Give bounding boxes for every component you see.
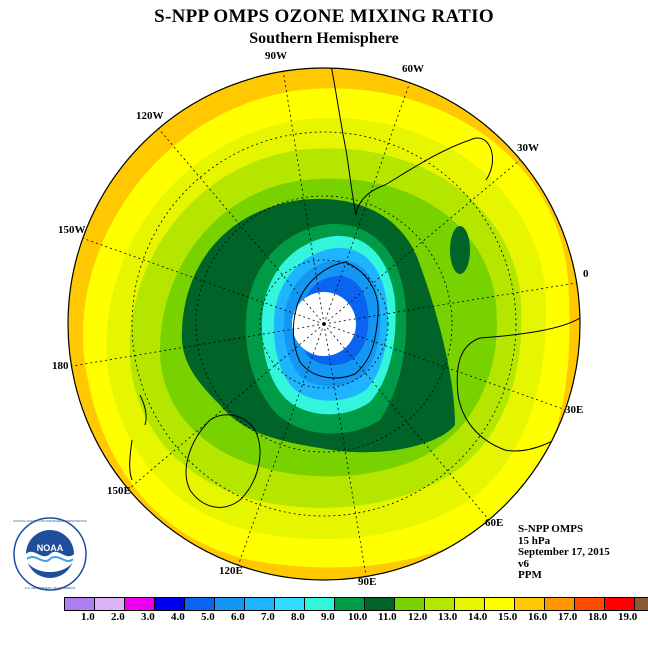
product-info: S-NPP OMPS 15 hPa September 17, 2015 v6 …: [518, 523, 610, 582]
legend-tick-label: 14.0: [468, 611, 488, 623]
legend-tick-label: 18.0: [588, 611, 608, 623]
logo-ring-text: NATIONAL OCEANIC AND ATMOSPHERIC ADMINIS…: [13, 519, 86, 523]
africa-coastline: [456, 317, 580, 452]
legend-swatch: [635, 598, 648, 610]
data-version: v6: [518, 557, 529, 570]
legend-tick-label: 6.0: [231, 611, 245, 623]
legend-swatch: [605, 598, 635, 610]
legend-swatch: [575, 598, 605, 610]
legend-tick-label: 12.0: [408, 611, 428, 623]
meridians: [71, 69, 577, 577]
legend-swatch: [395, 598, 425, 610]
legend-swatch: [215, 598, 245, 610]
legend-tick-label: 11.0: [378, 611, 397, 623]
map-border: [67, 67, 581, 581]
units-label: PPM: [518, 569, 542, 581]
lon-label-60w: 60W: [402, 63, 424, 75]
logo-text: NOAA: [37, 543, 64, 553]
band-10-11-patch: [450, 226, 470, 274]
legend-swatch: [335, 598, 365, 610]
legend-swatch: [485, 598, 515, 610]
legend-swatch: [245, 598, 275, 610]
legend-tick-label: 9.0: [321, 611, 335, 623]
legend-tick-label: 4.0: [171, 611, 185, 623]
instrument-name: S-NPP OMPS: [518, 523, 584, 535]
legend-swatch: [515, 598, 545, 610]
legend-swatch: [125, 598, 155, 610]
logo-bottom-text: U.S. DEPARTMENT OF COMMERCE: [25, 586, 76, 590]
legend-tick-label: 5.0: [201, 611, 215, 623]
lon-label-60e: 60E: [485, 517, 504, 529]
lon-label-90e: 90E: [358, 576, 377, 588]
legend-swatch: [545, 598, 575, 610]
legend-tick-label: 1.0: [81, 611, 95, 623]
legend-swatch: [185, 598, 215, 610]
lon-label-150w: 150W: [58, 224, 86, 236]
legend-swatch: [155, 598, 185, 610]
noaa-logo: NOAA NATIONAL OCEANIC AND ATMOSPHERIC AD…: [13, 517, 87, 591]
legend-swatch: [305, 598, 335, 610]
lon-label-0: 0: [583, 268, 589, 280]
observation-date: September 17, 2015: [518, 546, 610, 558]
lon-label-120e: 120E: [219, 565, 243, 577]
legend-tick-label: 15.0: [498, 611, 518, 623]
legend-tick-label: 8.0: [291, 611, 305, 623]
south-pole-marker: [322, 322, 326, 326]
legend-tick-label: 17.0: [558, 611, 578, 623]
australia-coastline: [185, 414, 261, 508]
legend-tick-label: 3.0: [141, 611, 155, 623]
lon-label-30w: 30W: [517, 142, 539, 154]
legend-tick-label: 13.0: [438, 611, 458, 623]
legend-swatch: [455, 598, 485, 610]
color-legend-ticks: 1.0 2.0 3.0 4.0 5.0 6.0 7.0 8.0 9.0 10.0 11.0 12.0 1…: [60, 611, 637, 625]
legend-swatch: [95, 598, 125, 610]
south-america-coastline: [329, 68, 494, 216]
lon-label-150e: 150E: [107, 485, 131, 497]
legend-tick-label: 10.0: [348, 611, 368, 623]
legend-swatch: [365, 598, 395, 610]
lon-label-120w: 120W: [136, 110, 164, 122]
color-legend-bar: [64, 597, 648, 611]
graticule: [131, 131, 517, 517]
legend-tick-label: 7.0: [261, 611, 275, 623]
lon-label-180: 180: [52, 360, 69, 372]
legend-tick-label: 19.0: [618, 611, 638, 623]
antarctica-coastline: [292, 261, 379, 379]
lon-label-90w: 90W: [265, 50, 287, 62]
chart-subtitle: Southern Hemisphere: [249, 30, 399, 47]
pressure-level: 15 hPa: [518, 534, 551, 547]
new-zealand-coastline: [129, 394, 147, 481]
legend-tick-label: 2.0: [111, 611, 125, 623]
chart-title: S-NPP OMPS OZONE MIXING RATIO: [154, 6, 494, 27]
legend-swatch: [65, 598, 95, 610]
lon-label-30e: 30E: [565, 404, 584, 416]
legend-swatch: [425, 598, 455, 610]
legend-swatch: [275, 598, 305, 610]
legend-tick-label: 16.0: [528, 611, 548, 623]
